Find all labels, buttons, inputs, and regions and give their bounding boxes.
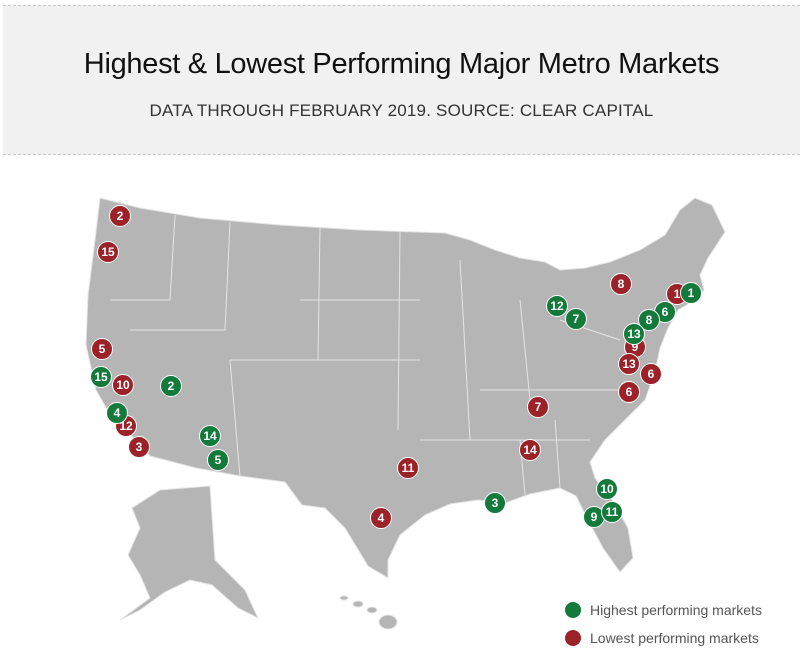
lowest-market-marker: 6 bbox=[618, 381, 640, 403]
highest-market-marker: 4 bbox=[106, 402, 128, 424]
red-dot-icon bbox=[565, 630, 581, 646]
lowest-market-marker: 6 bbox=[640, 363, 662, 385]
highest-market-marker: 3 bbox=[484, 492, 506, 514]
highest-market-marker: 9 bbox=[583, 506, 605, 528]
legend-item-lowest: Lowest performing markets bbox=[565, 624, 762, 652]
header-banner: Highest & Lowest Performing Major Metro … bbox=[3, 5, 800, 155]
lowest-market-marker: 8 bbox=[610, 273, 632, 295]
hawaii-shape bbox=[339, 595, 398, 630]
highest-market-marker: 5 bbox=[207, 449, 229, 471]
highest-market-marker: 8 bbox=[638, 309, 660, 331]
highest-market-marker: 15 bbox=[90, 366, 112, 388]
highest-market-marker: 14 bbox=[199, 425, 221, 447]
page-title: Highest & Lowest Performing Major Metro … bbox=[83, 48, 720, 80]
lowest-market-marker: 14 bbox=[519, 439, 541, 461]
legend: Highest performing markets Lowest perfor… bbox=[565, 596, 762, 652]
legend-label: Lowest performing markets bbox=[590, 630, 759, 646]
lowest-market-marker: 10 bbox=[112, 374, 134, 396]
highest-market-marker: 2 bbox=[160, 375, 182, 397]
alaska-shape bbox=[119, 485, 260, 621]
highest-market-marker: 12 bbox=[546, 295, 568, 317]
lowest-market-marker: 7 bbox=[527, 396, 549, 418]
page-subtitle: DATA THROUGH FEBRUARY 2019. SOURCE: CLEA… bbox=[149, 101, 654, 120]
highest-market-marker: 11 bbox=[601, 501, 623, 523]
green-dot-icon bbox=[565, 602, 581, 618]
highest-market-marker: 1 bbox=[680, 282, 702, 304]
lowest-market-marker: 2 bbox=[109, 205, 131, 227]
highest-market-marker: 7 bbox=[565, 308, 587, 330]
lowest-market-marker: 15 bbox=[97, 241, 119, 263]
lowest-market-marker: 5 bbox=[91, 338, 113, 360]
lowest-market-marker: 11 bbox=[397, 457, 419, 479]
contiguous-us-shape bbox=[85, 197, 726, 579]
lowest-market-marker: 4 bbox=[370, 507, 392, 529]
legend-item-highest: Highest performing markets bbox=[565, 596, 762, 624]
highest-market-marker: 10 bbox=[596, 478, 618, 500]
highest-market-marker: 13 bbox=[623, 323, 645, 345]
lowest-market-marker: 3 bbox=[128, 436, 150, 458]
legend-label: Highest performing markets bbox=[590, 602, 762, 618]
lowest-market-marker: 13 bbox=[618, 353, 640, 375]
